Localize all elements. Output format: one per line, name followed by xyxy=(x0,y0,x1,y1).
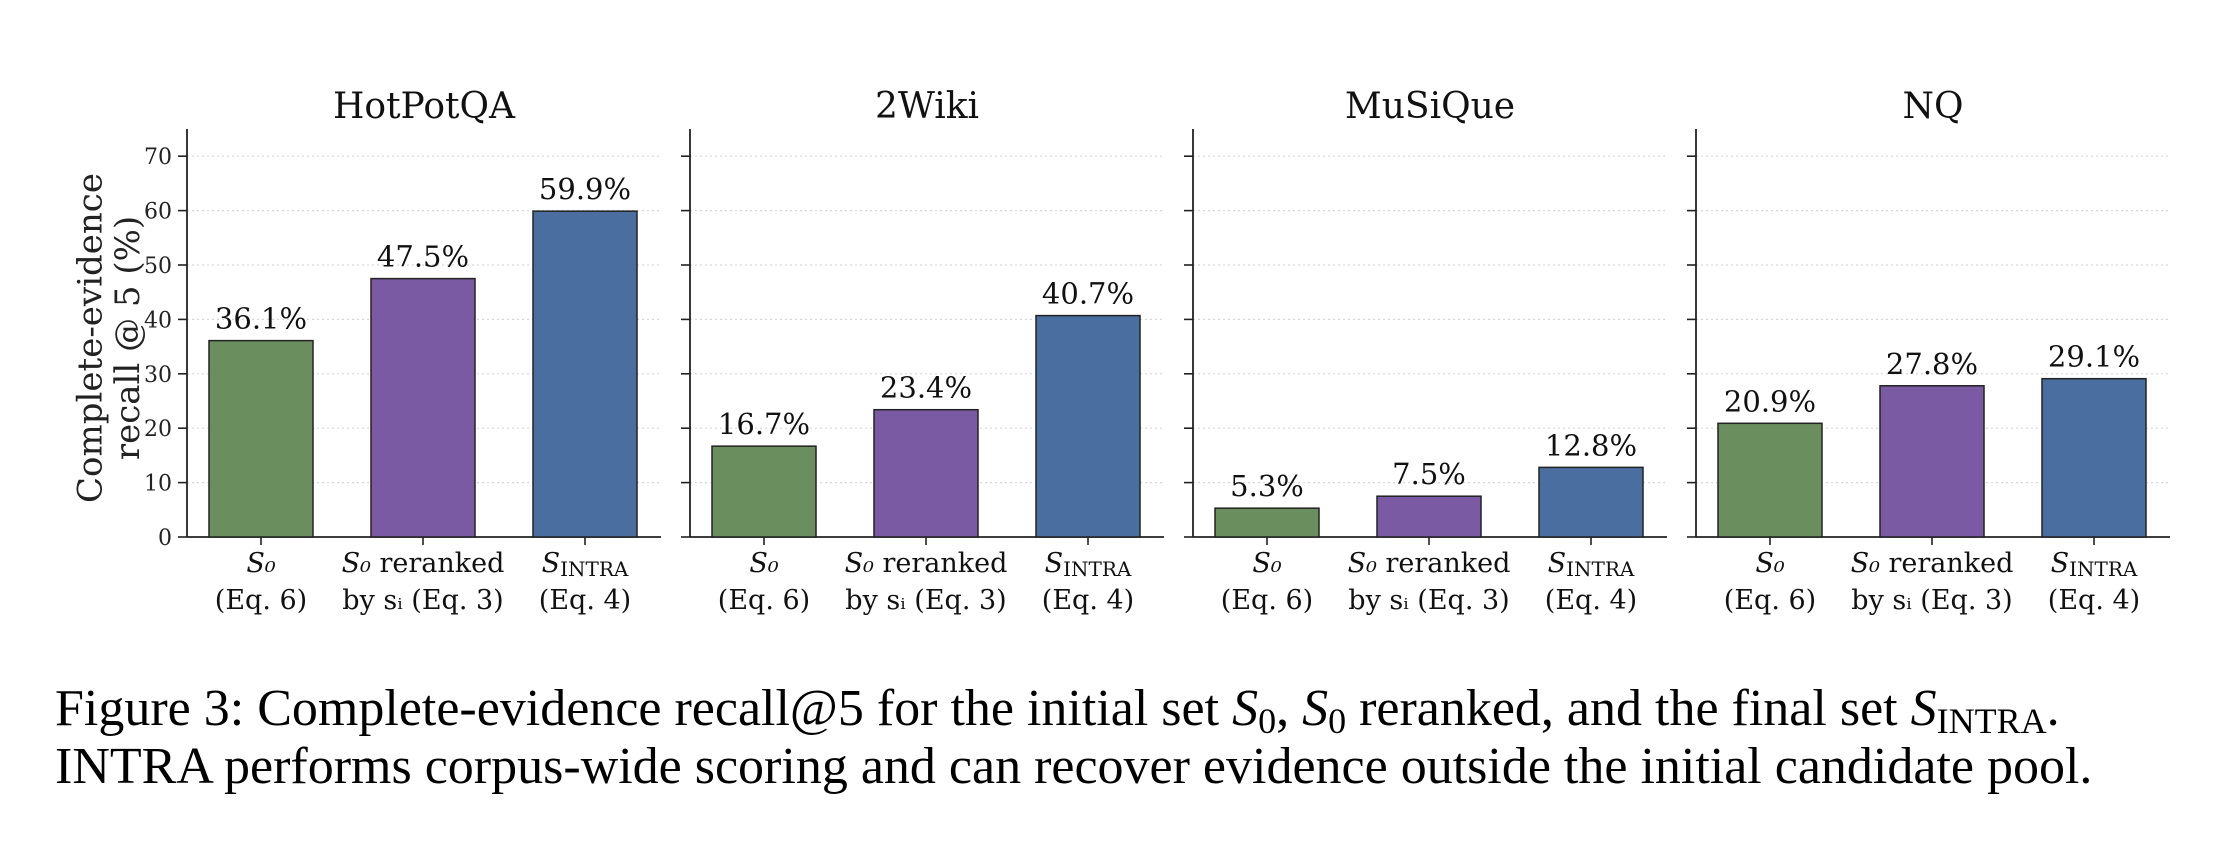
panel-4-x-tick-label-1: S₀ (Eq. 6) xyxy=(1724,548,1816,616)
y-tick-label: 50 xyxy=(144,254,172,279)
panel-1-bar-3 xyxy=(532,210,638,538)
panel-3-title: MuSiQue xyxy=(1345,86,1515,127)
panel-2-x-tick-label-1: S₀ (Eq. 6) xyxy=(718,548,810,616)
panel-2-bar-3 xyxy=(1035,314,1141,538)
panel-4-bar-3 xyxy=(2041,377,2147,538)
y-axis-label-line-2: recall @ 5 (%) xyxy=(108,216,148,460)
y-tick-label: 40 xyxy=(144,308,172,333)
chart: Complete-evidencerecall @ 5 (%) HotPotQA 0… xyxy=(71,86,2170,616)
panel-1-bar-1-value-label: 36.1% xyxy=(215,302,307,336)
y-axis-label-line-1: Complete-evidence xyxy=(71,173,111,503)
y-tick-label: 20 xyxy=(144,417,172,442)
panel-1-bar-3-value-label: 59.9% xyxy=(539,172,631,206)
panel-4-title: NQ xyxy=(1902,86,1963,127)
panel-2-bar-1 xyxy=(711,445,817,538)
panel-1-bar-1 xyxy=(208,339,314,538)
panel-4-bar-2-value-label: 27.8% xyxy=(1886,347,1978,381)
panel-4-x-tick-label-2: S₀ reranked by sᵢ (Eq. 3) xyxy=(1851,548,2014,616)
panel-1-bar-2-value-label: 47.5% xyxy=(377,240,469,274)
panel-3-bar-3 xyxy=(1538,466,1644,538)
panel-3-x-tick-label-1: S₀ (Eq. 6) xyxy=(1221,548,1313,616)
panel-3-bar-1 xyxy=(1214,507,1320,538)
panel-3-bar-2-value-label: 7.5% xyxy=(1392,457,1466,491)
panel-4-bar-2 xyxy=(1879,385,1985,538)
panel-4-x-tick-label-3: SINTRA (Eq. 4) xyxy=(2048,548,2140,616)
panel-3-bar-3-value-label: 12.8% xyxy=(1545,428,1637,462)
panel-3-bar-1-value-label: 5.3% xyxy=(1230,469,1304,503)
panel-1-x-tick-label-2: S₀ reranked by sᵢ (Eq. 3) xyxy=(342,548,505,616)
panel-4-bar-1 xyxy=(1717,422,1823,538)
panel-3-bar-2 xyxy=(1376,495,1482,538)
y-tick-label: 30 xyxy=(144,363,172,388)
y-tick-label: 0 xyxy=(158,526,172,551)
panel-3-x-tick-label-2: S₀ reranked by sᵢ (Eq. 3) xyxy=(1348,548,1511,616)
panel-2-x-tick-label-3: SINTRA (Eq. 4) xyxy=(1042,548,1134,616)
panel-4-bar-1-value-label: 20.9% xyxy=(1724,384,1816,418)
panel-4-bar-3-value-label: 29.1% xyxy=(2048,340,2140,374)
y-tick-label: 10 xyxy=(144,472,172,497)
figure-caption: Figure 3: Complete-evidence recall@5 for… xyxy=(55,680,2215,796)
y-axis-label: Complete-evidencerecall @ 5 (%) xyxy=(71,173,148,503)
panel-3-x-tick-label-3: SINTRA (Eq. 4) xyxy=(1545,548,1637,616)
caption-line-1: Figure 3: Complete-evidence recall@5 for… xyxy=(55,680,2060,741)
panel-2-bar-1-value-label: 16.7% xyxy=(718,407,810,441)
caption-line-2: INTRA performs corpus-wide scoring and c… xyxy=(55,738,2093,795)
panel-1-title: HotPotQA xyxy=(333,86,516,127)
y-tick-label: 60 xyxy=(144,200,172,225)
panel-2-bar-2-value-label: 23.4% xyxy=(880,371,972,405)
y-tick-label: 70 xyxy=(144,145,172,170)
panel-1-x-tick-label-3: SINTRA (Eq. 4) xyxy=(539,548,631,616)
panel-2-bar-3-value-label: 40.7% xyxy=(1042,277,1134,311)
panel-2-x-tick-label-2: S₀ reranked by sᵢ (Eq. 3) xyxy=(845,548,1008,616)
panel-2-title: 2Wiki xyxy=(875,86,979,127)
panel-1-x-tick-label-1: S₀ (Eq. 6) xyxy=(215,548,307,616)
panel-1-bar-2 xyxy=(370,277,476,538)
panel-2-bar-2 xyxy=(873,408,979,538)
